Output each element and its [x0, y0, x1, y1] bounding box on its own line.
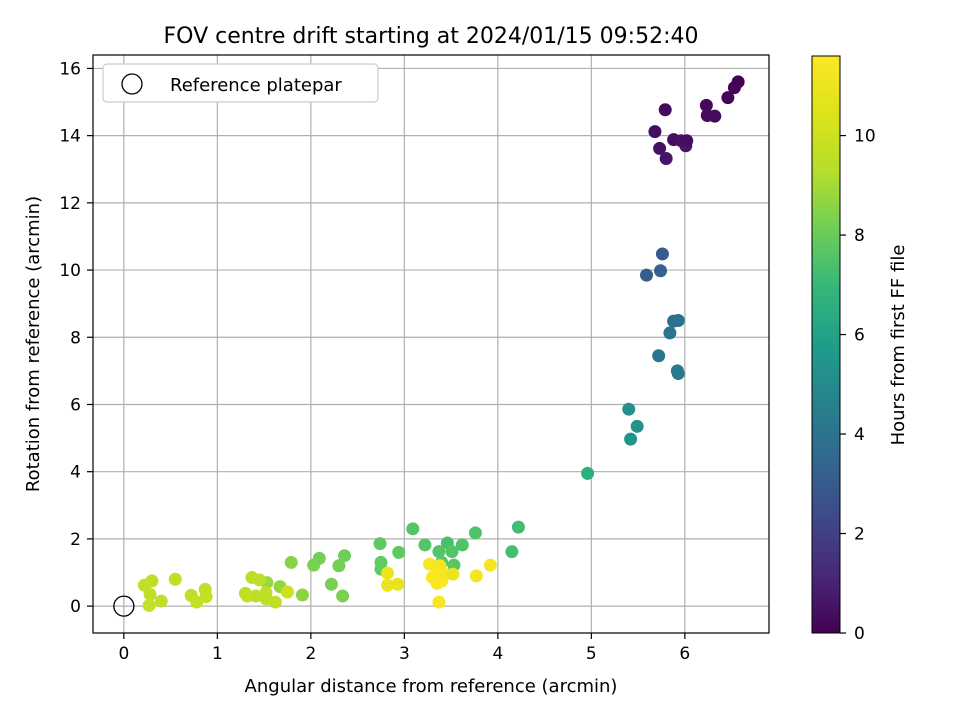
plot-frame	[92, 54, 770, 634]
data-point	[624, 432, 638, 446]
chart-title: FOV centre drift starting at 2024/01/15 …	[164, 24, 699, 49]
y-tick-label: 16	[59, 59, 81, 79]
y-tick-label: 6	[70, 395, 81, 415]
y-tick-label: 2	[70, 530, 81, 550]
data-point	[721, 91, 735, 105]
data-point	[640, 268, 654, 282]
legend: Reference platepar	[102, 63, 379, 103]
legend-entry-reference: Reference platepar	[170, 75, 342, 96]
colorbar-tick-label: 8	[854, 226, 865, 246]
data-point	[268, 595, 282, 609]
data-point	[430, 576, 444, 590]
y-axis-ticks: 0 2 4 6 8 10 12 14 16	[59, 59, 93, 617]
legend-marker-open-circle	[121, 73, 143, 95]
data-point	[381, 566, 395, 580]
reference-platepar-marker	[113, 595, 135, 617]
data-point	[391, 577, 405, 591]
x-tick-label: 4	[492, 644, 503, 664]
data-point	[699, 98, 713, 112]
data-point	[652, 349, 666, 363]
data-point	[469, 569, 483, 583]
data-point	[505, 545, 519, 559]
data-point	[445, 545, 459, 559]
data-point	[653, 141, 667, 155]
y-tick-label: 8	[70, 328, 81, 348]
data-point	[659, 152, 673, 166]
data-point	[655, 247, 669, 261]
data-point	[381, 578, 395, 592]
data-point	[671, 313, 685, 327]
data-point	[680, 134, 694, 148]
colorbar-tick-label: 0	[854, 624, 865, 644]
colorbar-ticks: 0 2 4 6 8 10	[840, 127, 876, 644]
data-point	[142, 598, 156, 612]
y-tick-label: 4	[70, 463, 81, 483]
colorbar-tick-label: 10	[854, 127, 876, 147]
x-axis-label: Angular distance from reference (arcmin)	[245, 676, 618, 697]
data-point	[295, 588, 309, 602]
y-axis-label: Rotation from reference (arcmin)	[23, 196, 44, 492]
data-point	[511, 520, 525, 534]
data-points	[113, 75, 745, 617]
data-point	[418, 538, 432, 552]
data-point	[307, 558, 321, 572]
data-point	[336, 589, 350, 603]
data-point	[663, 326, 677, 340]
x-tick-label: 3	[399, 644, 410, 664]
data-point	[648, 125, 662, 139]
x-tick-label: 0	[118, 644, 129, 664]
data-point	[658, 103, 672, 117]
colorbar-gradient	[811, 55, 841, 634]
data-point	[630, 419, 644, 433]
x-axis-ticks: 0 1 2 3 4 5 6	[118, 633, 690, 664]
data-point	[483, 558, 497, 572]
data-point	[468, 526, 482, 540]
y-tick-label: 0	[70, 597, 81, 617]
x-tick-label: 5	[586, 644, 597, 664]
data-point	[423, 557, 437, 571]
data-point	[654, 264, 668, 278]
data-point	[168, 572, 182, 586]
data-point	[240, 589, 254, 603]
data-point	[143, 587, 157, 601]
legend-box	[102, 63, 379, 103]
x-tick-label: 1	[212, 644, 223, 664]
data-point	[622, 402, 636, 416]
data-point	[581, 466, 595, 480]
data-point	[280, 585, 294, 599]
data-point	[731, 75, 745, 89]
y-tick-label: 12	[59, 194, 81, 214]
data-point	[324, 577, 338, 591]
data-point	[446, 567, 460, 581]
data-point	[708, 109, 722, 123]
data-point	[338, 549, 352, 563]
colorbar-tick-label: 2	[854, 525, 865, 545]
data-point	[406, 522, 420, 536]
data-point	[190, 595, 204, 609]
data-point	[373, 537, 387, 551]
data-point	[432, 545, 446, 559]
x-tick-label: 2	[305, 644, 316, 664]
colorbar: 0 2 4 6 8 10 Hours from first FF file	[811, 55, 909, 644]
data-point	[332, 559, 346, 573]
data-point	[432, 595, 446, 609]
y-tick-label: 10	[59, 261, 81, 281]
data-point	[671, 367, 685, 381]
y-tick-label: 14	[59, 127, 81, 147]
colorbar-tick-label: 6	[854, 326, 865, 346]
colorbar-label: Hours from first FF file	[888, 245, 909, 446]
data-point	[455, 538, 469, 552]
data-point	[154, 594, 168, 608]
x-tick-label: 6	[679, 644, 690, 664]
colorbar-tick-label: 4	[854, 425, 865, 445]
data-point	[252, 573, 266, 587]
data-point	[392, 545, 406, 559]
data-point	[284, 555, 298, 569]
